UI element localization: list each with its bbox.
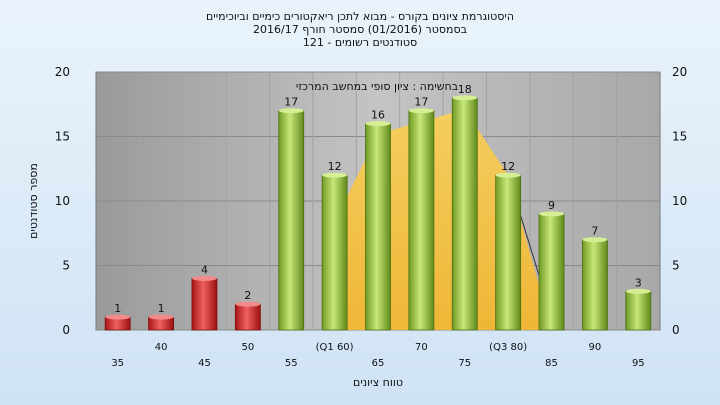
x-tick-label: 95 [632, 358, 645, 369]
chart-title-line-3: סטודנטים רשומים - 121 [302, 36, 418, 49]
x-tick-label: 35 [111, 358, 124, 369]
bar-75 [451, 97, 478, 331]
x-tick-label: 90 [589, 342, 602, 353]
x-tick-label: 45 [198, 358, 211, 369]
bar-85 [538, 213, 565, 331]
data-label: 7 [591, 225, 598, 238]
bar-cap [148, 314, 174, 320]
bar-50 [234, 303, 261, 331]
y-tick-label-left: 0 [62, 323, 70, 337]
data-label: 2 [244, 289, 251, 302]
bar-cap [235, 301, 261, 307]
y-axis-left: 0 5 10 15 20 [55, 65, 70, 337]
data-label: 1 [114, 302, 121, 315]
bar-Q160 [321, 174, 348, 331]
data-label: 17 [414, 96, 428, 109]
y-tick-label-right: 5 [672, 259, 680, 273]
bar-cap [625, 288, 651, 294]
bar-70 [408, 110, 435, 331]
bar-cap [408, 108, 434, 114]
bar-cap [278, 108, 304, 114]
x-tick-label: 70 [415, 342, 428, 353]
x-axis: 35 40 45 50 55 (Q1 60) 65 70 75 (Q3 80) 85 90 95 [111, 342, 644, 369]
bar-Q380 [495, 174, 522, 331]
data-label: 16 [371, 109, 385, 122]
bar-90 [582, 239, 608, 331]
y-tick-label-right: 0 [672, 323, 680, 337]
bar-55 [278, 110, 305, 331]
data-label: 9 [548, 199, 555, 212]
data-labels: 1 1 4 2 17 12 16 17 18 12 9 7 3 [114, 83, 642, 315]
data-label: 17 [284, 96, 298, 109]
chart-title-line-1: היסטוגרמת ציונים בקורס - מבוא לתכן ריאקט… [205, 10, 515, 23]
x-tick-label: 85 [545, 358, 558, 369]
data-label: 4 [201, 263, 208, 276]
bar-cap [322, 172, 348, 178]
bar-45 [191, 277, 218, 331]
chart-title-line-2: בסמסטר (01/2016) סמסטר חורף 2016/17 [253, 23, 467, 36]
bar-65 [365, 123, 391, 331]
x-tick-label: 55 [285, 358, 298, 369]
x-tick-label: 65 [372, 358, 385, 369]
y-tick-label-left: 10 [55, 194, 70, 208]
x-tick-label: (Q1 60) [316, 342, 354, 353]
y-tick-label-left: 20 [55, 65, 70, 79]
x-tick-label: 40 [155, 342, 168, 353]
bar-cap [191, 275, 217, 281]
bar-cap [105, 314, 131, 320]
y-tick-label-right: 15 [672, 130, 687, 144]
y-tick-label-right: 20 [672, 65, 687, 79]
x-tick-label: 75 [458, 358, 471, 369]
data-label: 1 [158, 302, 165, 315]
data-label: 3 [635, 276, 642, 289]
y-tick-label-left: 15 [55, 130, 70, 144]
y-axis-right: 0 5 10 15 20 [672, 65, 687, 337]
bar-cap [452, 95, 478, 101]
x-axis-title: טווח ציונים [353, 376, 403, 389]
chart-annotation: בחשימה : ציון סופי במחשב המרכזי [296, 80, 458, 93]
data-label: 12 [501, 160, 515, 173]
y-tick-label-left: 5 [62, 259, 70, 273]
data-label: 18 [458, 83, 472, 96]
y-axis-title: מספר סטודנטים [27, 163, 40, 239]
y-tick-label-right: 10 [672, 194, 687, 208]
x-tick-label: (Q3 80) [489, 342, 527, 353]
bar-cap [582, 237, 608, 243]
data-label: 12 [328, 160, 342, 173]
bar-cap [365, 121, 391, 127]
bar-cap [495, 172, 521, 178]
bar-cap [539, 211, 565, 217]
bar-95 [625, 290, 652, 331]
x-tick-label: 50 [241, 342, 254, 353]
bars [104, 95, 652, 331]
